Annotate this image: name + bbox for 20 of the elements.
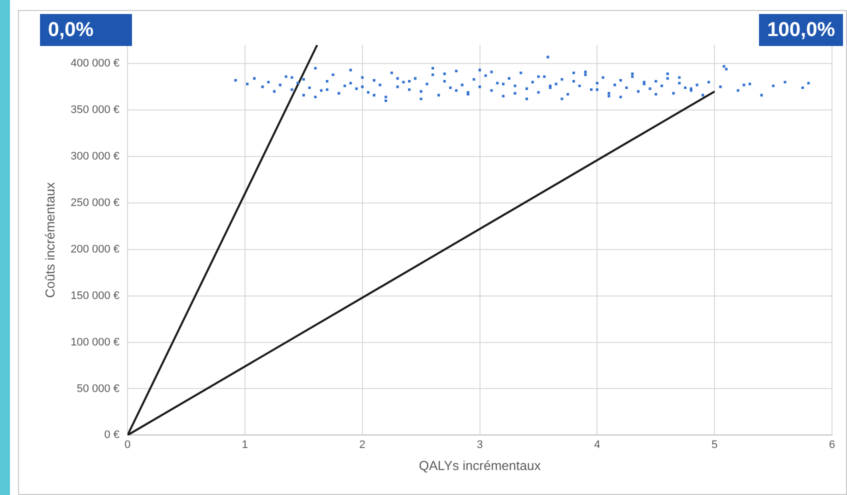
- x-tick-label: 3: [476, 438, 483, 451]
- y-tick-label: 150 000 €: [70, 290, 120, 302]
- y-tick-label: 0 €: [104, 429, 120, 442]
- y-axis-title: Coûts incrémentaux: [42, 182, 58, 298]
- x-tick-label: 0: [124, 438, 131, 451]
- y-tick-label: 100 000 €: [70, 336, 120, 348]
- x-tick-label: 2: [359, 438, 366, 451]
- x-tick-label: 5: [712, 438, 718, 451]
- y-tick-label: 300 000 €: [70, 150, 120, 163]
- text: 100,0%: [759, 14, 843, 46]
- y-tick-label: 250 000 €: [70, 196, 120, 209]
- x-tick-label: 4: [594, 438, 600, 451]
- y-tick-label: 50 000 €: [76, 382, 120, 395]
- y-tick-label: 200 000 €: [70, 243, 120, 256]
- x-tick-label: 1: [242, 438, 248, 451]
- x-tick-label: 6: [828, 438, 836, 451]
- y-tick-label: 400 000 €: [70, 58, 120, 70]
- y-tick-label: 350 000 €: [70, 104, 120, 116]
- text: 0,0%: [40, 14, 132, 46]
- x-axis-title: QALYs incrémentaux: [418, 458, 542, 473]
